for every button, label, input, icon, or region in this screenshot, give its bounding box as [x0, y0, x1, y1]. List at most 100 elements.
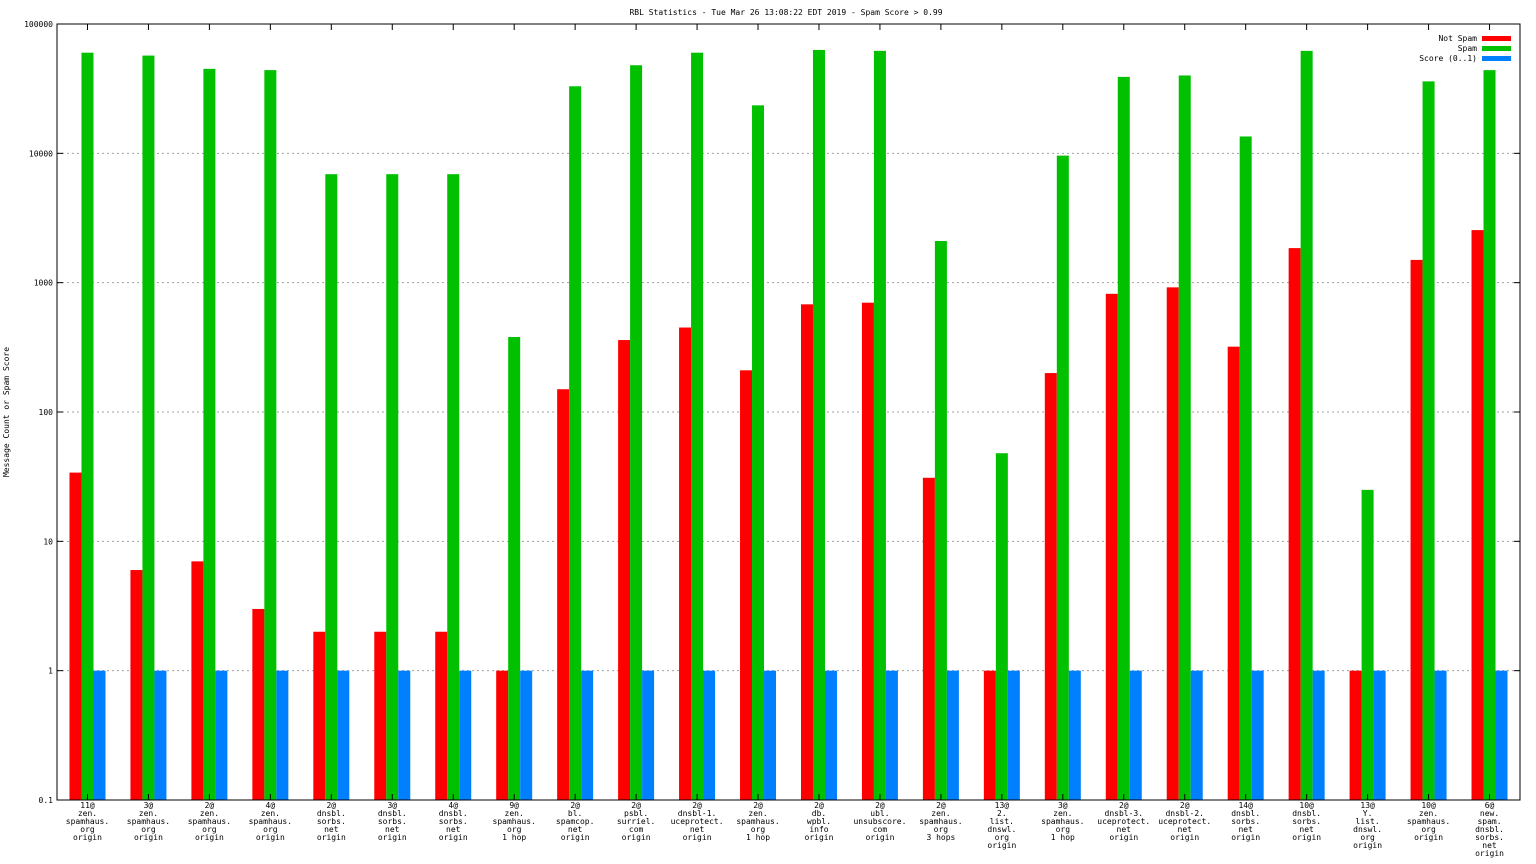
- x-tick-label-line: origin: [1292, 833, 1321, 842]
- x-tick-label-line: origin: [561, 833, 590, 842]
- x-tick-label-line: 2@: [326, 801, 336, 810]
- bar-score-0-1: [215, 670, 228, 800]
- x-tick-label-line: 2@: [753, 801, 763, 810]
- bar-not-spam: [496, 670, 509, 800]
- x-tick-label-line: 1 hop: [1051, 833, 1075, 842]
- x-tick-label-line: org: [934, 825, 949, 834]
- x-tick-label-line: net: [1178, 825, 1193, 834]
- bar-score-0-1: [1312, 670, 1325, 800]
- x-tick-label: 2@ zen. spamhaus. org 3 hops: [919, 801, 962, 842]
- x-tick-label: 2@ ubl. unsubscore. com origin: [853, 801, 906, 842]
- x-tick-label: 2@ dnsbl-1. uceprotect. net origin: [671, 801, 724, 842]
- bar-score-0-1: [276, 670, 289, 800]
- bar-score-0-1: [1129, 670, 1142, 800]
- bar-spam: [691, 52, 704, 800]
- x-tick-label-line: org: [263, 825, 278, 834]
- x-tick-label: 13@ 2. list. dnswl. org origin: [987, 801, 1016, 850]
- x-tick-label-line: spamcop.: [556, 817, 595, 826]
- bar-score-0-1: [703, 670, 716, 800]
- x-tick-label-line: origin: [439, 833, 468, 842]
- x-tick-label-line: zen.: [200, 809, 219, 818]
- x-tick-label: 14@ dnsbl. sorbs. net origin: [1231, 801, 1260, 842]
- x-tick-label-line: origin: [987, 841, 1016, 850]
- x-tick-label-line: zen.: [1419, 809, 1438, 818]
- x-tick-label-line: zen.: [139, 809, 158, 818]
- bar-not-spam: [922, 477, 935, 800]
- x-tick-label-line: org: [751, 825, 766, 834]
- x-tick-label-line: origin: [1353, 841, 1382, 850]
- x-tick-label-line: net: [1482, 841, 1497, 850]
- y-tick-label: 1: [48, 667, 53, 676]
- x-tick-label-line: 3@: [1058, 801, 1068, 810]
- bar-spam: [386, 174, 399, 800]
- x-tick-label-line: 3@: [144, 801, 154, 810]
- x-tick-label: 2@ zen. spamhaus. org 1 hop: [736, 801, 779, 842]
- bar-score-0-1: [93, 670, 106, 800]
- x-tick-label: 2@ dnsbl. sorbs. net origin: [317, 801, 346, 842]
- x-tick-label-line: net: [324, 825, 339, 834]
- x-tick-label-line: uceprotect.: [1158, 817, 1211, 826]
- bar-not-spam: [435, 631, 448, 800]
- x-tick-label-line: sorbs.: [1292, 817, 1321, 826]
- legend-label: Score (0..1): [1419, 54, 1477, 63]
- x-tick-label-line: origin: [378, 833, 407, 842]
- x-tick-label: 11@ zen. spamhaus. org origin: [66, 801, 109, 842]
- x-tick-label-line: sorbs.: [1475, 833, 1504, 842]
- x-tick-label-line: 3 hops: [926, 833, 955, 842]
- x-tick-label-line: 4@: [266, 801, 276, 810]
- bar-spam: [1483, 70, 1496, 800]
- legend-label: Spam: [1458, 44, 1477, 53]
- bar-spam: [1239, 136, 1252, 801]
- chart-title: RBL Statistics - Tue Mar 26 13:08:22 EDT…: [629, 8, 942, 17]
- bar-score-0-1: [154, 670, 167, 800]
- bar-spam: [264, 70, 277, 800]
- legend-swatch: [1482, 46, 1511, 51]
- bar-not-spam: [1166, 287, 1179, 800]
- bar-spam: [752, 105, 765, 800]
- x-tick-label-line: bl.: [568, 809, 582, 818]
- legend-swatch: [1482, 56, 1511, 61]
- x-tick-label-line: uceprotect.: [1097, 817, 1150, 826]
- bar-spam: [934, 240, 947, 800]
- x-tick-label-line: dnsbl-2.: [1165, 809, 1204, 818]
- x-tick-label: 2@ db. wpbl. info origin: [805, 801, 834, 842]
- x-tick-label-line: 10@: [1299, 801, 1314, 810]
- x-tick-label-line: dnswl.: [1353, 825, 1382, 834]
- bar-not-spam: [191, 561, 204, 800]
- bar-not-spam: [1288, 248, 1301, 801]
- x-tick-label-line: dnsbl.: [317, 809, 346, 818]
- y-tick-label: 100000: [24, 20, 53, 29]
- x-tick-label-line: 2@: [814, 801, 824, 810]
- x-tick-label-line: 3@: [387, 801, 397, 810]
- x-tick-label-line: spamhaus.: [919, 817, 962, 826]
- y-axis-label: Message Count or Spam Score: [2, 347, 11, 477]
- x-tick-label: 4@ zen. spamhaus. org origin: [249, 801, 292, 842]
- bar-spam: [812, 49, 825, 800]
- x-tick-label: 2@ dnsbl-3. uceprotect. net origin: [1097, 801, 1150, 842]
- x-tick-label-line: 2@: [936, 801, 946, 810]
- x-tick-label-line: wpbl.: [807, 817, 831, 826]
- grid-lines: [57, 152, 1520, 672]
- x-tick-label-line: net: [1299, 825, 1314, 834]
- x-tick-label-line: org: [995, 833, 1010, 842]
- x-tick-label-line: spamhaus.: [188, 817, 231, 826]
- y-tick-label: 10: [43, 537, 53, 546]
- x-tick-label-line: ubl.: [870, 809, 889, 818]
- x-tick-label-line: sorbs.: [378, 817, 407, 826]
- bar-score-0-1: [520, 670, 533, 800]
- legend-swatch: [1482, 36, 1511, 41]
- x-tick-label: 9@ zen. spamhaus. org 1 hop: [493, 801, 536, 842]
- x-tick-label-line: 2@: [205, 801, 215, 810]
- x-tick-label-line: unsubscore.: [853, 817, 906, 826]
- bar-spam: [142, 55, 155, 801]
- x-tick-label-line: zen.: [261, 809, 280, 818]
- x-tick-label-line: spam.: [1477, 817, 1501, 826]
- x-tick-label-line: origin: [134, 833, 163, 842]
- bar-score-0-1: [337, 670, 350, 800]
- x-tick-label-line: net: [568, 825, 583, 834]
- bar-spam: [1300, 50, 1313, 801]
- x-tick-label-line: list.: [1356, 817, 1380, 826]
- bar-not-spam: [1471, 230, 1484, 800]
- x-tick-label-line: org: [1421, 825, 1436, 834]
- bar-spam: [1361, 489, 1374, 800]
